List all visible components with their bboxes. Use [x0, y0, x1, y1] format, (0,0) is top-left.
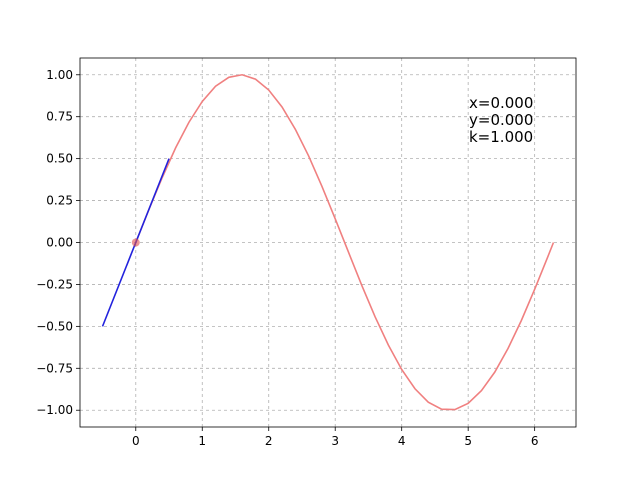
- annotation-text: x=0.000: [469, 94, 533, 112]
- annotation-text: k=1.000: [469, 128, 533, 146]
- y-tick-label: 0.00: [46, 236, 73, 250]
- y-tick-label: −0.25: [36, 277, 73, 291]
- x-tick-label: 1: [198, 434, 206, 448]
- y-tick-label: 0.75: [46, 110, 73, 124]
- y-tick-label: 0.50: [46, 152, 73, 166]
- y-tick-label: 1.00: [46, 68, 73, 82]
- y-tick-label: −0.75: [36, 361, 73, 375]
- y-tick-label: −0.50: [36, 319, 73, 333]
- annotation-text: y=0.000: [469, 111, 533, 129]
- x-tick-label: 6: [531, 434, 539, 448]
- x-tick-label: 2: [265, 434, 273, 448]
- x-tick-label: 5: [464, 434, 472, 448]
- x-tick-label: 3: [331, 434, 339, 448]
- line-series: [135, 73, 555, 411]
- y-tick-label: 0.25: [46, 194, 73, 208]
- axes-frame: [79, 57, 577, 428]
- x-tick-label: 4: [398, 434, 406, 448]
- y-tick-label: −1.00: [36, 403, 73, 417]
- point-marker: [131, 238, 140, 247]
- x-tick-label: 0: [132, 434, 140, 448]
